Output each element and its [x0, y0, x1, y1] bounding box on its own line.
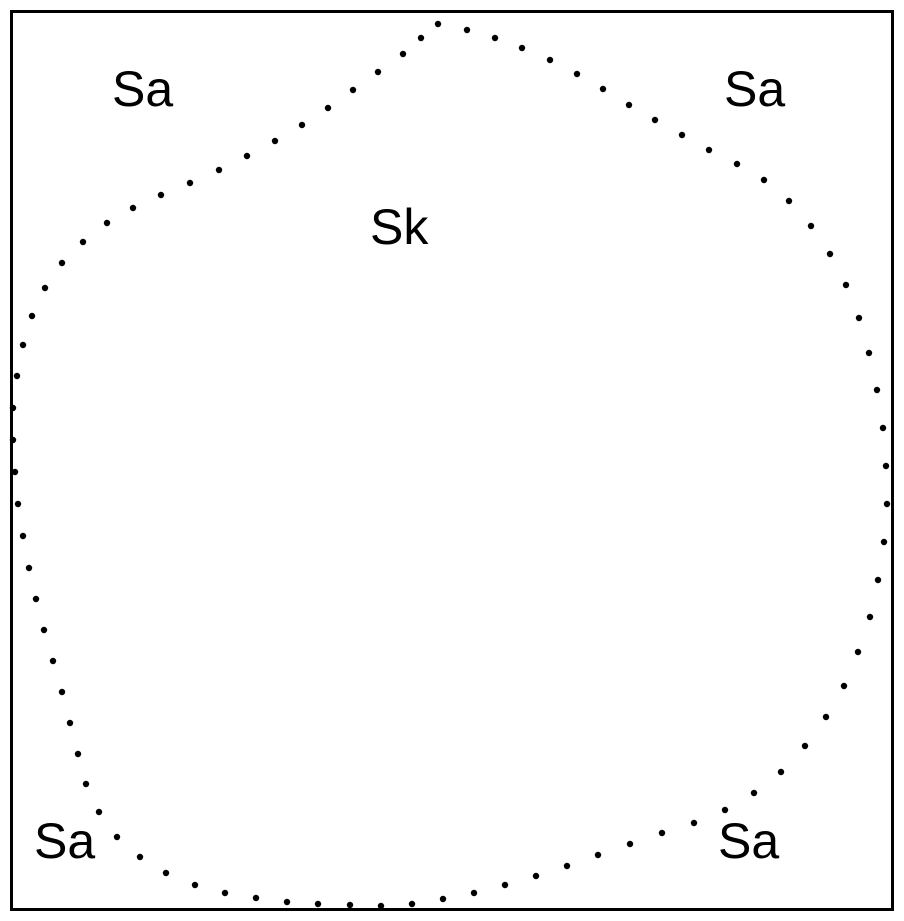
- label-sk-center: Sk: [370, 198, 428, 256]
- label-sa-bottom-right: Sa: [718, 812, 779, 870]
- dotted-boundary: [0, 0, 904, 921]
- label-sa-top-right: Sa: [724, 60, 785, 118]
- label-sa-bottom-left: Sa: [34, 812, 95, 870]
- label-sa-top-left: Sa: [112, 60, 173, 118]
